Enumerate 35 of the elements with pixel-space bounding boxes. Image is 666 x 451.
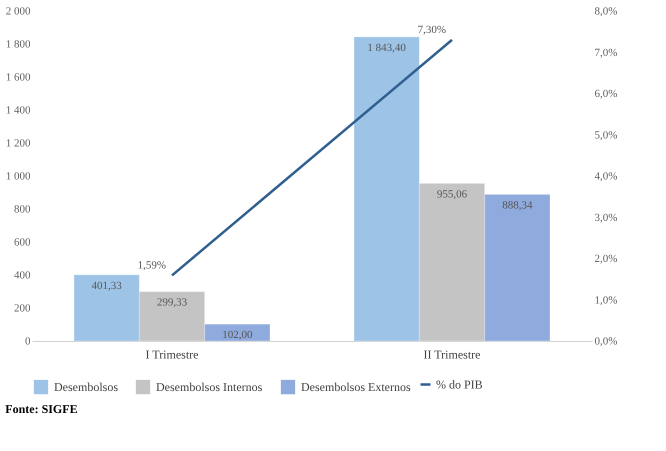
- x-tick-label: I Trimestre: [145, 348, 199, 362]
- y2-tick-label: 8,0%: [594, 6, 618, 18]
- y2-tick-label: 1,0%: [594, 294, 618, 306]
- y-tick-label: 1 200: [6, 138, 31, 150]
- data-label: 299,33: [156, 296, 188, 309]
- legend-label: % do PIB: [436, 378, 483, 392]
- data-label: 1 843,40: [367, 42, 406, 54]
- y2-tick-label: 7,0%: [594, 46, 618, 59]
- x-tick-label: II Trimestre: [424, 348, 480, 362]
- y-tick-label: 200: [14, 302, 31, 314]
- y2-tick-label: 2,0%: [594, 253, 618, 265]
- legend-label: Desembolsos Externos: [301, 380, 411, 394]
- y2-tick-label: 0,0%: [594, 336, 618, 348]
- y-tick-label: 800: [14, 204, 31, 216]
- y-tick-label: 1 800: [6, 38, 31, 50]
- y-tick-label: 1 000: [6, 170, 31, 182]
- data-label: 102,00: [222, 329, 253, 342]
- y-tick-label: 400: [14, 270, 31, 282]
- y2-tick-label: 5,0%: [594, 129, 618, 142]
- data-label: 888,34: [502, 199, 533, 212]
- y2-tick-label: 3,0%: [594, 212, 618, 224]
- y-tick-label: 2 000: [6, 6, 31, 18]
- legend-label: Desembolsos Internos: [156, 380, 263, 394]
- y-tick-label: 1 600: [6, 72, 31, 84]
- y2-tick-label: 6,0%: [594, 88, 618, 100]
- data-label: 401,33: [92, 280, 122, 292]
- y2-tick-label: 4,0%: [594, 170, 618, 182]
- y-tick-label: 1 400: [6, 104, 31, 116]
- y-tick-label: 0: [25, 336, 31, 348]
- legend-label: Desembolsos: [54, 380, 118, 394]
- data-label: 1,59%: [138, 259, 166, 272]
- y-tick-label: 600: [14, 236, 31, 248]
- source-note: Fonte: SIGFE: [5, 402, 78, 416]
- data-label: 7,30%: [418, 24, 446, 36]
- data-label: 955,06: [436, 188, 468, 200]
